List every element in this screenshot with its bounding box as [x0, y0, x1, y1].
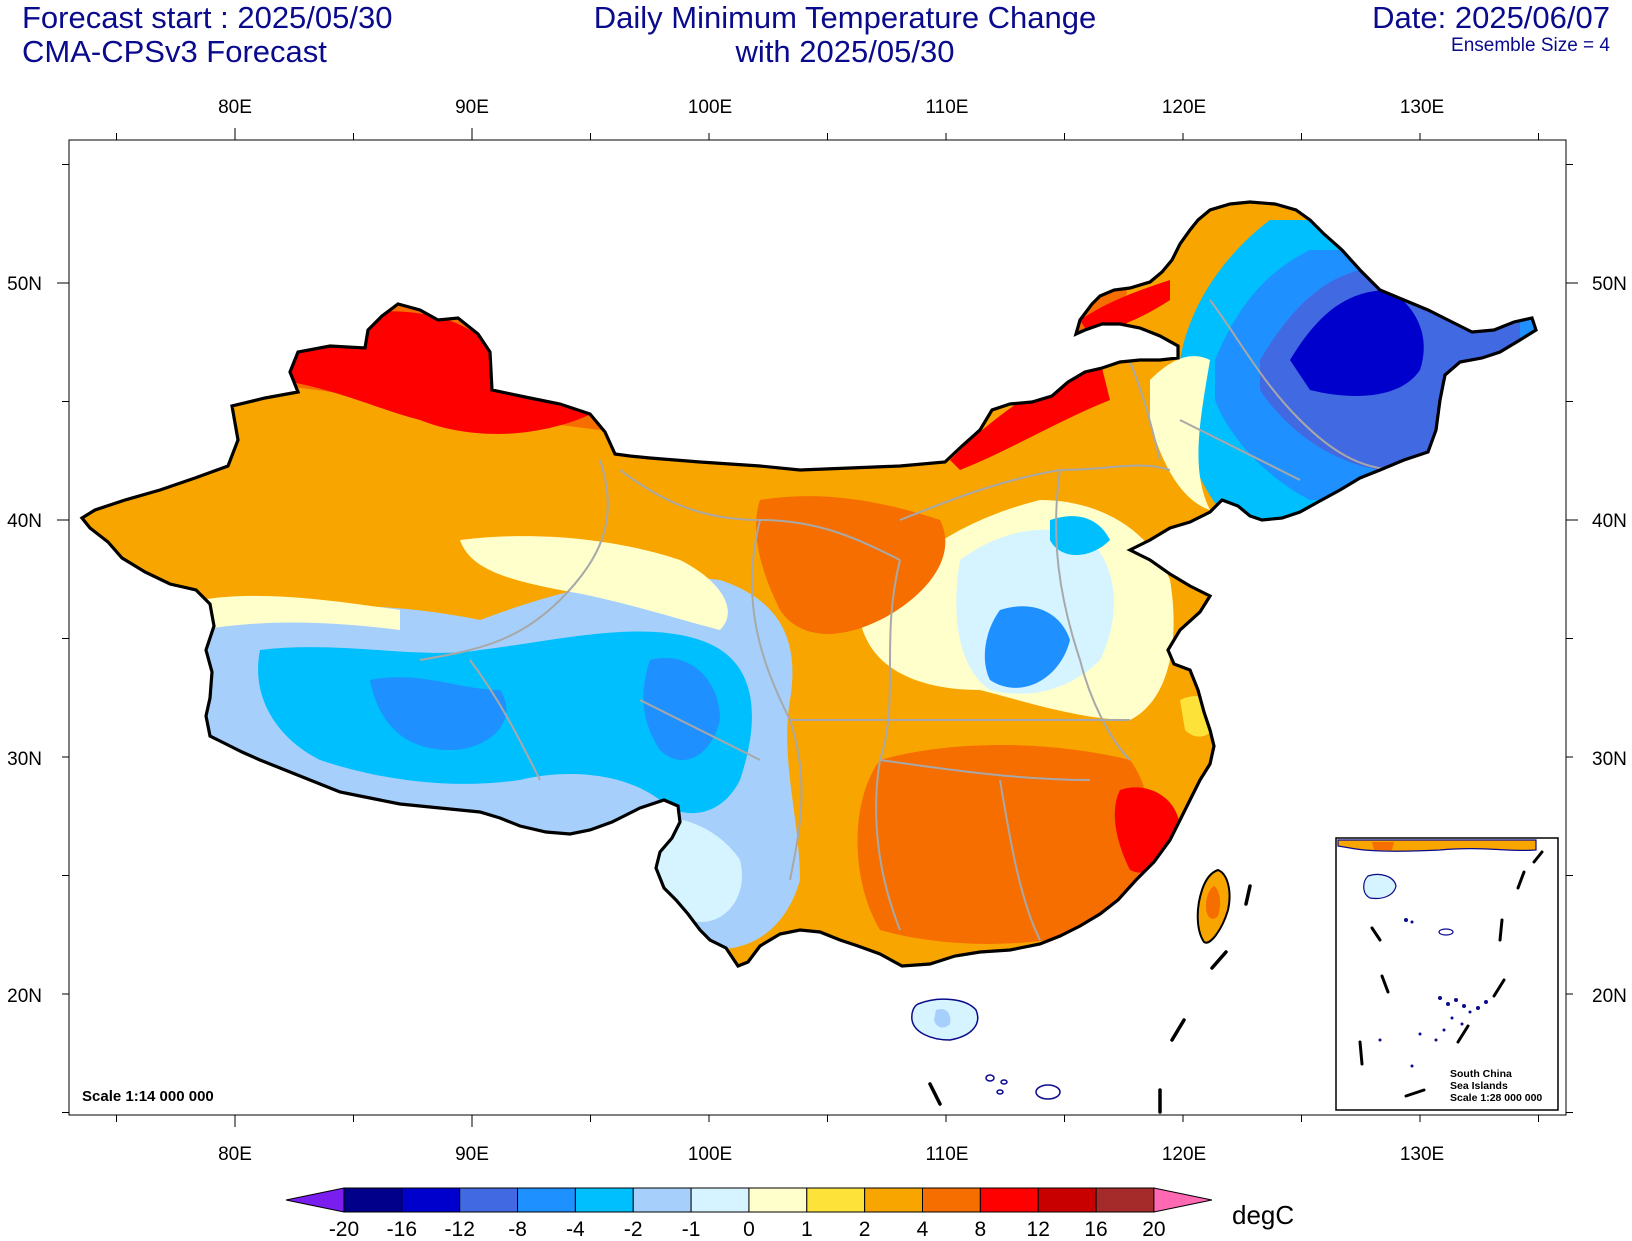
- colorbar-level-label: -8: [508, 1218, 527, 1241]
- lon-label-top: 120E: [1162, 97, 1206, 118]
- colorbar-box: [343, 1187, 403, 1213]
- lon-label-top: 110E: [926, 97, 969, 118]
- colorbar-box: [922, 1187, 981, 1213]
- colorbar-level-label: 16: [1084, 1218, 1107, 1241]
- lon-label-bottom: 120E: [1162, 1144, 1206, 1165]
- lat-label-left: 40N: [7, 511, 42, 532]
- lat-label-left: 30N: [7, 749, 42, 770]
- colorbar-level-label: -16: [387, 1218, 417, 1241]
- lat-labels-left: 50N 40N 30N 20N: [7, 274, 42, 1007]
- colorbar-level-label: -1: [682, 1218, 701, 1241]
- colorbar-arrow-low: [285, 1187, 345, 1213]
- lon-label-bottom: 130E: [1400, 1144, 1444, 1165]
- lat-label-right: 40N: [1592, 511, 1627, 532]
- lat-label-left: 20N: [7, 986, 42, 1007]
- lat-label-right: 30N: [1592, 749, 1627, 770]
- colorbar-level-label: 1: [801, 1218, 813, 1241]
- colorbar-box: [632, 1187, 692, 1213]
- forecast-start-label: Forecast start : 2025/05/30: [22, 0, 393, 35]
- lon-labels-bottom: 80E 90E 100E 110E 120E 130E: [218, 1144, 1444, 1165]
- map-scale: Scale 1:14 000 000: [82, 1088, 214, 1105]
- inset-nine-dash-line: [1358, 850, 1544, 1098]
- colorbar-level-label: -12: [445, 1218, 475, 1241]
- colorbar-box: [574, 1187, 634, 1213]
- model-label: CMA-CPSv3 Forecast: [22, 34, 327, 69]
- province-boundaries: [419, 299, 1401, 941]
- lon-label-top: 80E: [218, 97, 252, 118]
- lon-label-top: 130E: [1400, 97, 1444, 118]
- colorbar-level-label: 8: [975, 1218, 987, 1241]
- inset-title-line2: Sea Islands: [1450, 1080, 1508, 1092]
- colorbar: -20 -16 -12 -8 -4 -2 -1 0 1 2 4 8 12 16 20: [285, 1187, 1213, 1241]
- lon-label-bottom: 80E: [218, 1144, 252, 1165]
- colorbar-arrow-high: [1153, 1187, 1213, 1213]
- colorbar-box: [401, 1187, 461, 1213]
- colorbar-level-label: -4: [566, 1218, 585, 1241]
- inset-scale: Scale 1:28 000 000: [1450, 1092, 1542, 1104]
- lon-label-top: 100E: [688, 97, 732, 118]
- lat-label-right: 20N: [1592, 986, 1627, 1007]
- lat-label-left: 50N: [7, 274, 42, 295]
- colorbar-box: [517, 1187, 576, 1213]
- colorbar-level-label: -20: [329, 1218, 359, 1241]
- colorbar-box: [690, 1187, 750, 1213]
- valid-date-label: Date: 2025/06/07: [1372, 0, 1610, 35]
- lon-label-top: 90E: [455, 97, 489, 118]
- colorbar-box: [1095, 1187, 1155, 1213]
- colorbar-box: [459, 1187, 519, 1213]
- inset-title-line1: South China: [1450, 1068, 1512, 1080]
- colorbar-level-label: -2: [624, 1218, 643, 1241]
- colorbar-unit: degC: [1232, 1200, 1294, 1230]
- inset-hainan: [1363, 873, 1397, 900]
- lat-label-right: 50N: [1592, 274, 1627, 295]
- nine-dash-line: [928, 884, 1252, 1114]
- colorbar-level-label: 0: [743, 1218, 755, 1241]
- lon-labels-top: 80E 90E 100E 110E 120E 130E: [218, 97, 1444, 118]
- south-islands: [985, 1074, 1061, 1100]
- lon-label-bottom: 110E: [926, 1144, 969, 1165]
- colorbar-level-label: 2: [859, 1218, 871, 1241]
- colorbar-level-label: 12: [1027, 1218, 1050, 1241]
- ensemble-size-label: Ensemble Size = 4: [1451, 35, 1610, 56]
- lon-label-bottom: 100E: [688, 1144, 732, 1165]
- colorbar-box: [806, 1187, 866, 1213]
- lat-labels-right: 50N 40N 30N 20N: [1592, 274, 1627, 1007]
- colorbar-box: [1037, 1187, 1097, 1213]
- lon-label-bottom: 90E: [455, 1144, 489, 1165]
- colorbar-box: [979, 1187, 1039, 1213]
- colorbar-level-label: 4: [917, 1218, 929, 1241]
- colorbar-box: [864, 1187, 924, 1213]
- map-subtitle: with 2025/05/30: [735, 34, 955, 69]
- map-title: Daily Minimum Temperature Change: [593, 0, 1097, 35]
- colorbar-level-label: 20: [1142, 1218, 1165, 1241]
- axis-ticks: [57, 128, 1578, 1127]
- inset-islands: [1378, 918, 1488, 1068]
- colorbar-box: [748, 1187, 808, 1213]
